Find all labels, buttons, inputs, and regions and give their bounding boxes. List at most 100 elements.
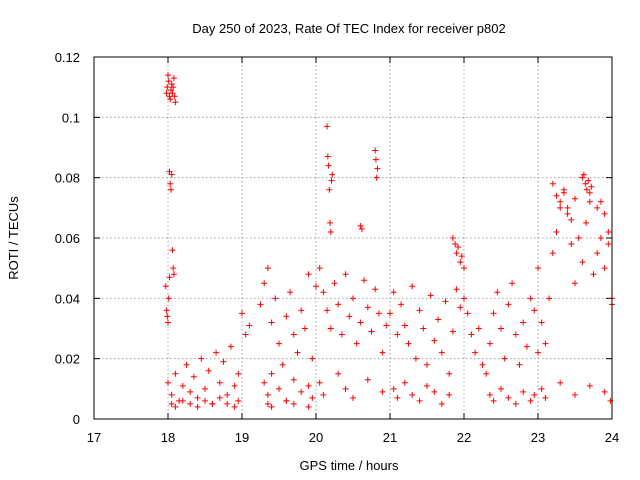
data-point [305,403,312,410]
data-point [246,322,253,329]
data-point [170,265,177,272]
data-point [538,319,545,326]
data-point [605,241,612,248]
data-point [405,340,412,347]
data-point [342,385,349,392]
data-point [505,394,512,401]
data-point [305,382,312,389]
data-point [335,301,342,308]
y-axis-ticks: 0 0.02 0.04 0.06 0.08 0.1 0.12 [55,50,612,427]
data-point [327,228,334,235]
data-point [509,280,516,287]
data-point [171,93,178,100]
data-point [357,222,364,229]
data-point [172,403,179,410]
data-point [431,337,438,344]
y-axis-label: ROTI / TECUs [6,196,21,280]
data-point [168,391,175,398]
data-point [320,391,327,398]
data-point [170,271,177,278]
data-point [498,385,504,392]
data-point [527,295,534,302]
data-point [327,219,334,226]
data-point [268,403,275,410]
data-point [452,241,459,248]
data-point [162,283,169,290]
data-point [458,253,465,260]
x-axis-ticks: 17 18 19 20 21 22 23 24 [87,57,619,445]
data-point [583,219,590,226]
data-point [368,328,375,335]
data-point [512,400,519,407]
data-point [163,307,170,314]
data-point [179,397,186,404]
data-point [350,295,356,302]
data-point [168,171,175,178]
data-point [235,370,242,377]
data-point [564,210,571,217]
data-point [166,168,173,175]
data-point [449,328,456,335]
data-point [490,310,497,317]
data-point [586,382,593,389]
data-point [168,400,175,407]
data-point [268,370,275,377]
data-point [468,331,475,338]
data-point [455,244,462,251]
data-point [353,340,360,347]
data-point [169,90,176,97]
data-point [205,367,212,374]
data-point [364,376,371,383]
data-point [287,289,294,296]
data-point [457,259,464,266]
data-point [427,292,434,299]
data-point [169,247,176,254]
data-point [601,210,608,217]
data-point [542,340,549,347]
data-point [242,331,249,338]
data-point [390,385,397,392]
data-point [490,397,497,404]
data-point [472,349,479,356]
x-tick-label: 19 [235,430,249,445]
data-point [575,235,582,241]
data-point [202,397,208,404]
data-point [549,250,556,257]
data-point [557,379,564,386]
data-point [338,331,345,338]
data-point [549,180,556,187]
x-tick-label: 23 [531,430,545,445]
data-point [194,403,201,410]
data-point [279,361,286,368]
data-point [283,397,290,404]
data-point [316,379,323,386]
data-point [597,198,604,205]
data-point [582,180,589,187]
data-point [239,310,245,317]
data-point [216,394,223,401]
data-point [309,394,316,401]
data-point [590,271,597,278]
data-point [409,391,416,398]
data-point [316,265,323,272]
data-point [520,319,527,326]
data-point [272,295,279,302]
data-point [379,388,386,395]
data-point [420,325,427,332]
data-point [601,265,608,272]
data-point [227,343,234,350]
data-point [431,388,438,395]
data-point [268,319,275,326]
data-point [172,370,179,377]
y-tick-label: 0.1 [62,110,80,125]
data-point [372,156,379,163]
y-tick-label: 0.12 [55,50,80,65]
data-point [453,250,460,257]
data-point [372,286,379,293]
y-tick-label: 0.02 [55,352,80,367]
data-point [486,340,493,347]
data-point [446,391,453,398]
data-point [398,301,405,308]
